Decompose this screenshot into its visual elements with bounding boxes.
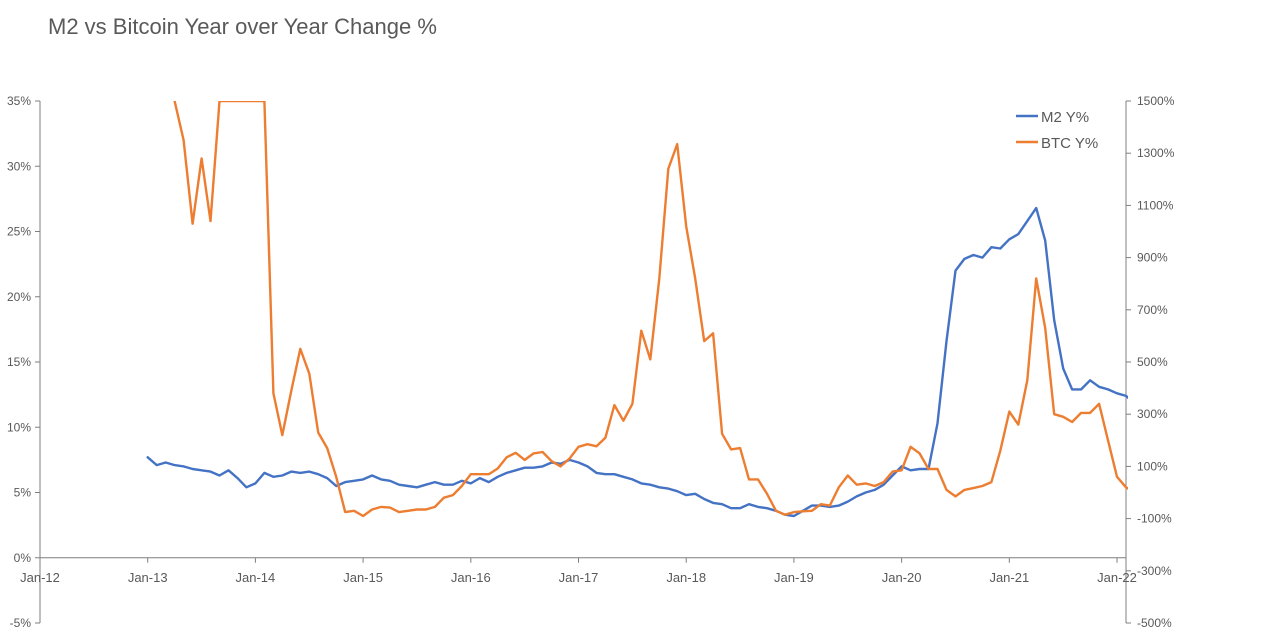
- y-left-tick-label: -5%: [10, 616, 32, 630]
- y-right-tick-label: -500%: [1137, 616, 1172, 630]
- y-left-tick-label: 0%: [14, 551, 32, 565]
- x-tick-label: Jan-16: [451, 570, 491, 585]
- chart-title: M2 vs Bitcoin Year over Year Change %: [48, 14, 437, 39]
- y-left-tick-label: 10%: [7, 420, 31, 434]
- x-tick-label: Jan-17: [559, 570, 599, 585]
- y-right-tick-label: 700%: [1137, 303, 1168, 317]
- m2-series-line: [146, 206, 1128, 518]
- y-left-tick-label: 15%: [7, 355, 31, 369]
- y-right-tick-label: 1100%: [1137, 198, 1174, 212]
- x-tick-label: Jan-15: [343, 570, 383, 585]
- y-right-tick-label: 1300%: [1137, 146, 1175, 160]
- legend-label: M2 Y%: [1041, 109, 1089, 126]
- y-left-tick-label: 5%: [14, 486, 32, 500]
- x-tick-label: Jan-22: [1097, 570, 1137, 585]
- x-tick-label: Jan-14: [236, 570, 276, 585]
- x-tick-label: Jan-20: [882, 570, 922, 585]
- series-group: [146, 101, 1128, 518]
- x-tick-label: Jan-21: [989, 570, 1029, 585]
- y-right-tick-label: -100%: [1137, 512, 1172, 526]
- x-tick-label: Jan-19: [774, 570, 814, 585]
- y-right-tick-label: 300%: [1137, 407, 1168, 421]
- y-left-tick-label: 35%: [7, 94, 31, 108]
- y-right-tick-label: 1500%: [1137, 94, 1175, 108]
- x-tick-label: Jan-12: [20, 570, 60, 585]
- y-right-tick-label: 500%: [1137, 355, 1168, 369]
- y-right-tick-label: 100%: [1137, 459, 1168, 473]
- btc-series-line: [173, 101, 1128, 518]
- x-tick-label: Jan-13: [128, 570, 168, 585]
- y-left-tick-label: 25%: [7, 225, 31, 239]
- y-right-tick-label: 900%: [1137, 251, 1168, 265]
- x-tick-label: Jan-18: [666, 570, 706, 585]
- y-left-tick-label: 30%: [7, 159, 31, 173]
- y-left-tick-label: 20%: [7, 290, 31, 304]
- legend-label: BTC Y%: [1041, 135, 1098, 152]
- legend: M2 Y% BTC Y%: [1016, 109, 1098, 152]
- y-right-tick-label: -300%: [1137, 564, 1172, 578]
